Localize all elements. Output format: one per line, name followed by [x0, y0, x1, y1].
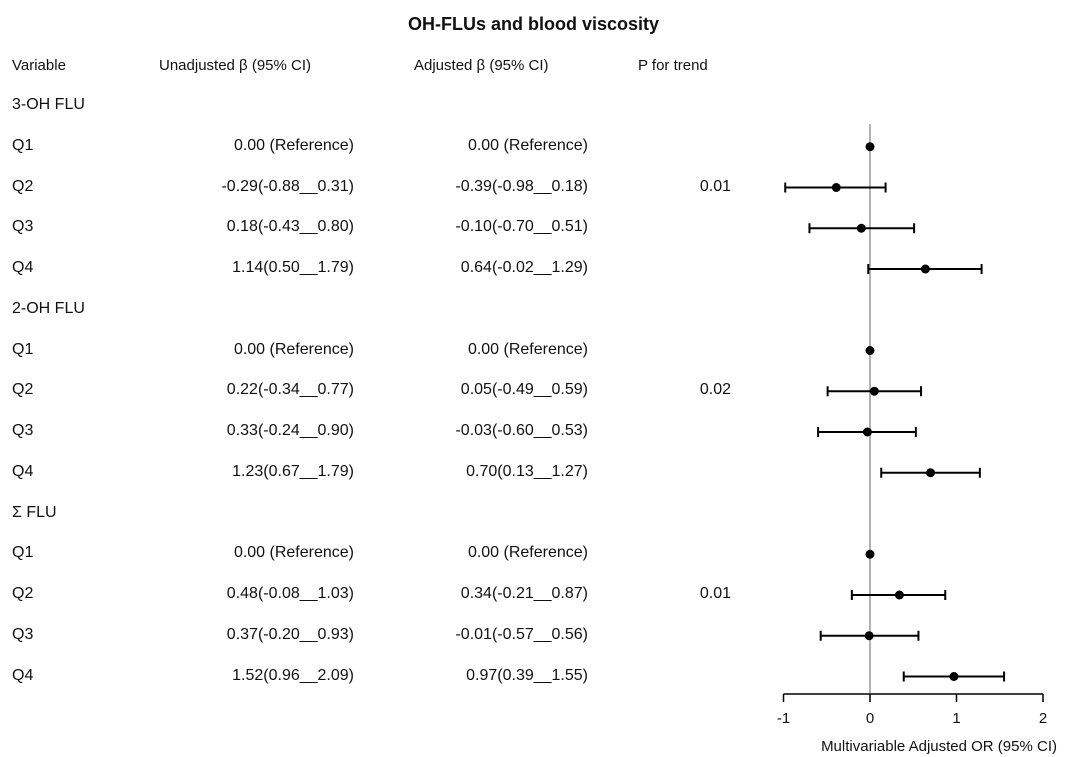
row-adjusted: 0.00 (Reference) — [467, 544, 588, 562]
point-estimate — [862, 427, 872, 437]
row-unadjusted: 0.00 (Reference) — [233, 136, 354, 154]
point-estimate — [831, 183, 841, 192]
x-tick-label: 1 — [952, 710, 960, 727]
x-tick-label: 2 — [1039, 710, 1047, 727]
row-variable: Q1 — [12, 340, 34, 358]
row-adjusted: -0.10(-0.70__0.51) — [455, 218, 588, 236]
point-estimate — [865, 346, 875, 355]
row-adjusted: 0.34(-0.21__0.87) — [460, 585, 588, 602]
row-adjusted: 0.00 (Reference) — [467, 136, 588, 154]
row-adjusted: -0.01(-0.57__0.56) — [455, 625, 588, 643]
point-estimate — [869, 386, 879, 396]
row-unadjusted: 1.52(0.96__2.09) — [232, 666, 354, 684]
row-unadjusted: 1.23(0.67__1.79) — [232, 462, 354, 480]
chart-title: OH-FLUs and blood viscosity — [407, 14, 660, 34]
row-variable: Q3 — [12, 422, 34, 439]
row-variable: Q4 — [12, 259, 34, 276]
row-variable: Q3 — [12, 218, 34, 236]
row-adjusted: 0.64(-0.02__1.29) — [460, 259, 588, 276]
group-label: Σ FLU — [12, 503, 57, 521]
row-variable: Q1 — [12, 544, 34, 562]
point-estimate — [865, 142, 875, 152]
header-adjusted: Adjusted β (95% CI) — [414, 57, 549, 74]
row-unadjusted: 0.22(-0.34__0.77) — [226, 381, 354, 399]
row-variable: Q2 — [12, 381, 34, 399]
row-adjusted: 0.70(0.13__1.27) — [466, 462, 588, 480]
row-adjusted: 0.05(-0.49__0.59) — [460, 381, 588, 399]
header-variable: Variable — [12, 57, 66, 74]
point-estimate — [894, 590, 904, 600]
row-variable: Q1 — [12, 136, 34, 154]
point-estimate — [926, 468, 936, 478]
row-adjusted: -0.39(-0.98__0.18) — [455, 177, 588, 195]
row-unadjusted: 0.18(-0.43__0.80) — [226, 218, 354, 236]
row-unadjusted: 0.00 (Reference) — [233, 340, 354, 358]
row-unadjusted: 0.37(-0.20__0.93) — [226, 625, 354, 643]
row-variable: Q2 — [12, 585, 34, 602]
row-variable: Q4 — [12, 462, 34, 480]
row-unadjusted: 0.33(-0.24__0.90) — [226, 422, 354, 439]
header-p-trend: P for trend — [638, 57, 708, 74]
row-unadjusted: -0.29(-0.88__0.31) — [221, 177, 354, 195]
row-adjusted: 0.00 (Reference) — [467, 340, 588, 358]
row-variable: Q4 — [12, 666, 34, 684]
x-axis-title: Multivariable Adjusted OR (95% CI) — [821, 738, 1057, 755]
row-unadjusted: 1.14(0.50__1.79) — [232, 259, 354, 276]
point-estimate — [920, 264, 930, 274]
row-p-trend: 0.02 — [699, 381, 731, 399]
point-estimate — [949, 672, 959, 681]
group-label: 2-OH FLU — [12, 299, 85, 317]
row-p-trend: 0.01 — [699, 177, 731, 195]
row-unadjusted: 0.00 (Reference) — [233, 544, 354, 562]
x-tick-label: -1 — [777, 710, 790, 727]
group-label: 3-OH FLU — [12, 96, 85, 113]
x-tick-label: 0 — [866, 710, 874, 727]
row-p-trend: 0.01 — [699, 585, 731, 602]
row-adjusted: -0.03(-0.60__0.53) — [455, 422, 588, 439]
row-variable: Q3 — [12, 625, 34, 643]
row-adjusted: 0.97(0.39__1.55) — [466, 666, 588, 684]
header-unadjusted: Unadjusted β (95% CI) — [159, 57, 312, 74]
point-estimate — [864, 631, 874, 641]
row-variable: Q2 — [12, 177, 34, 195]
point-estimate — [865, 549, 875, 559]
row-unadjusted: 0.48(-0.08__1.03) — [226, 585, 354, 602]
point-estimate — [856, 223, 866, 233]
